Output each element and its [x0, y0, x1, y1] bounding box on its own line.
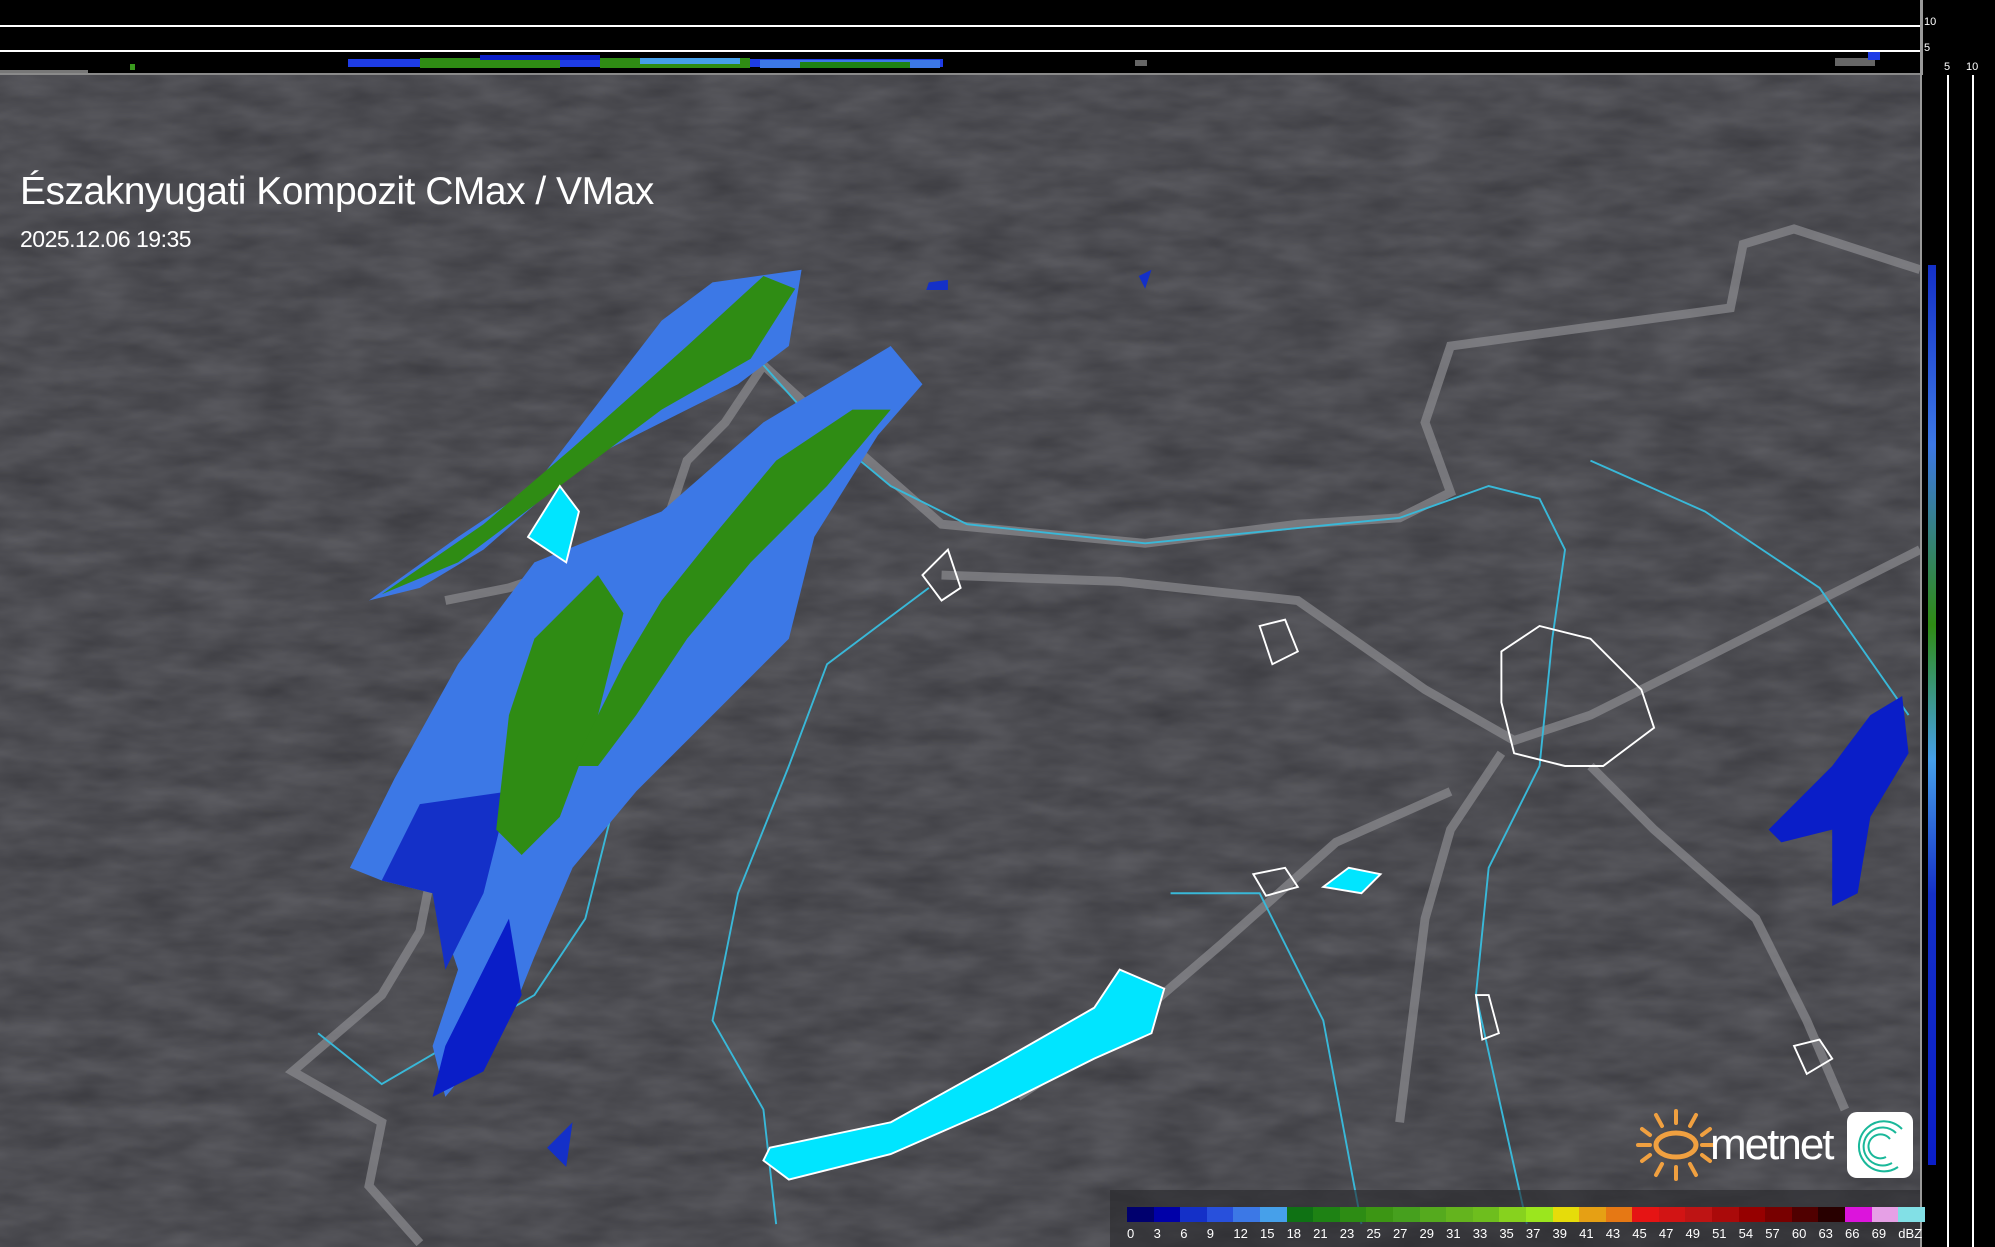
legend-swatch	[1286, 1207, 1314, 1222]
legend-swatch	[1552, 1207, 1580, 1222]
legend-label: 69	[1871, 1226, 1887, 1241]
legend-label: 63	[1818, 1226, 1833, 1241]
legend-swatch	[1392, 1207, 1420, 1222]
legend-label: 31	[1446, 1226, 1461, 1241]
legend-swatch	[1419, 1207, 1447, 1222]
legend-label: 43	[1605, 1226, 1621, 1241]
legend-label: 45	[1632, 1226, 1647, 1241]
legend-swatch	[1313, 1207, 1340, 1222]
legend-labels: 0 3 6 9 12 15 18 21 23 25 27 29 31 33 35 37 39 41 43 45 47 49…	[1127, 1226, 1925, 1241]
vertical-profile-panel	[1922, 75, 1995, 1247]
map-title: Északnyugati Kompozit CMax / VMax	[20, 170, 654, 213]
radar-map[interactable]: Északnyugati Kompozit CMax / VMax 2025.1…	[0, 75, 1920, 1247]
grid-line-10	[0, 25, 1920, 27]
legend-swatch	[1339, 1207, 1367, 1222]
metnet-logo: metnet	[1636, 1105, 1913, 1185]
legend-label: 3	[1153, 1226, 1161, 1241]
sun-icon	[1636, 1109, 1716, 1181]
legend-swatch	[1738, 1207, 1766, 1222]
legend-label: 35	[1499, 1226, 1514, 1241]
legend-swatch	[1153, 1207, 1181, 1222]
profile-echo	[0, 50, 1880, 73]
legend-label: 41	[1579, 1226, 1594, 1241]
legend-label: 60	[1791, 1226, 1807, 1241]
legend-swatch	[1233, 1207, 1260, 1222]
legend-swatch	[1605, 1207, 1633, 1222]
legend-label: 33	[1472, 1226, 1488, 1241]
legend-label: 21	[1313, 1226, 1328, 1241]
legend-label: 25	[1366, 1226, 1381, 1241]
profile-separator	[1920, 0, 1923, 1247]
legend-swatch	[1259, 1207, 1287, 1222]
legend-swatch	[1845, 1207, 1872, 1222]
legend-swatch	[1180, 1207, 1207, 1222]
legend-swatch	[1632, 1207, 1659, 1222]
lakes	[526, 484, 1383, 1181]
grid-line-5	[1947, 75, 1949, 1247]
profile-echo	[1928, 265, 1936, 1165]
dbz-color-legend: 0 3 6 9 12 15 18 21 23 25 27 29 31 33 35 37 39 41 43 45 47 49…	[1110, 1190, 1925, 1247]
axis-tick-10: 10	[1924, 16, 1937, 28]
radar-layer	[0, 75, 1920, 1247]
legend-swatch	[1525, 1207, 1553, 1222]
legend-label: 29	[1419, 1226, 1434, 1241]
legend-label: 0	[1127, 1226, 1135, 1241]
map-timestamp: 2025.12.06 19:35	[20, 226, 192, 252]
legend-label: 15	[1259, 1226, 1275, 1241]
legend-swatch	[1685, 1207, 1713, 1222]
legend-label: 12	[1233, 1226, 1248, 1241]
legend-swatch	[1791, 1207, 1819, 1222]
legend-swatch	[1206, 1207, 1234, 1222]
legend-label: 57	[1765, 1226, 1780, 1241]
legend-label: 18	[1286, 1226, 1302, 1241]
grid-line-10	[1972, 75, 1974, 1247]
legend-swatch	[1127, 1207, 1154, 1222]
legend-swatch	[1499, 1207, 1526, 1222]
legend-label: 39	[1552, 1226, 1567, 1241]
legend-swatch	[1472, 1207, 1500, 1222]
precipitation-echoes	[349, 269, 1909, 1167]
legend-swatch	[1658, 1207, 1686, 1222]
legend-label: 37	[1525, 1226, 1541, 1241]
legend-label: 9	[1206, 1226, 1215, 1241]
axis-tick-10: 10	[1966, 61, 1979, 73]
legend-swatch	[1818, 1207, 1846, 1222]
legend-label: 47	[1658, 1226, 1674, 1241]
legend-swatch	[1579, 1207, 1606, 1222]
logo-text: metnet	[1710, 1120, 1835, 1169]
legend-label: 54	[1738, 1226, 1754, 1241]
city-outlines	[921, 547, 1834, 1076]
legend-swatch	[1366, 1207, 1393, 1222]
rivers	[317, 364, 1910, 1225]
swirl-logo-icon	[1846, 1112, 1913, 1178]
legend-color-bar	[1127, 1207, 1925, 1222]
axis-tick-5: 5	[1944, 61, 1951, 73]
legend-swatch	[1712, 1207, 1739, 1222]
legend-unit: dBZ	[1898, 1226, 1923, 1241]
legend-label: 49	[1685, 1226, 1700, 1241]
horizontal-profile-panel	[0, 0, 1920, 75]
legend-swatch	[1446, 1207, 1473, 1222]
legend-swatch	[1898, 1207, 1925, 1222]
axis-tick-5: 5	[1924, 42, 1931, 54]
legend-label: 27	[1392, 1226, 1408, 1241]
grid-line-5	[0, 50, 1920, 52]
legend-label: 66	[1845, 1226, 1860, 1241]
legend-swatch	[1765, 1207, 1792, 1222]
country-borders	[284, 224, 1920, 1247]
legend-label: 51	[1712, 1226, 1727, 1241]
legend-swatch	[1871, 1207, 1899, 1222]
legend-label: 6	[1180, 1226, 1188, 1241]
legend-label: 23	[1339, 1226, 1355, 1241]
